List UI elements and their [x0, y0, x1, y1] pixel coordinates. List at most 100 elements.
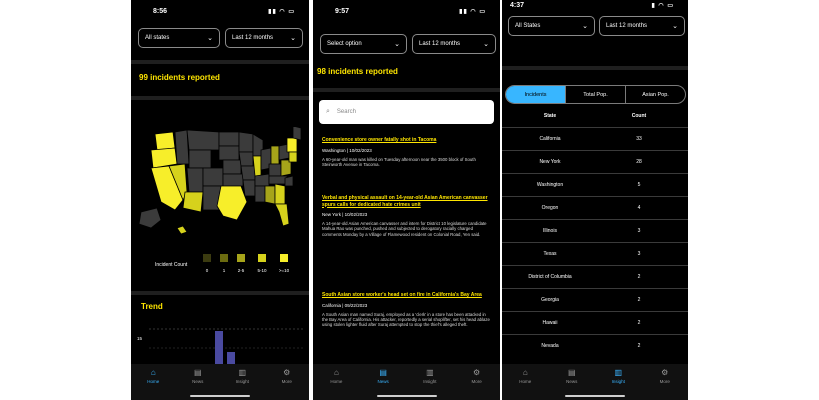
cell-state: Texas	[543, 251, 557, 257]
article-body: A South Asian man named Suraj, employed …	[322, 311, 490, 328]
home-screen: 8:56 ▮▮ ◠ ▭ All states ⌄ Last 12 months …	[131, 0, 309, 400]
bottom-tab-bar: ⌂ Home ▤ News ▥ Insight ⚙ More	[502, 364, 688, 400]
status-bar: 4:37 ▮ ◠ ▭	[502, 2, 688, 12]
tab-home[interactable]: ⌂ Home	[131, 364, 176, 400]
period-filter-value: Last 12 months	[606, 23, 648, 29]
tab-label: Home	[519, 379, 532, 384]
incident-count-heading: 98 incidents reported	[317, 67, 398, 76]
tab-insight[interactable]: ▥ Insight	[407, 364, 454, 400]
tab-home[interactable]: ⌂ Home	[313, 364, 360, 400]
divider	[131, 291, 309, 295]
period-filter-dropdown[interactable]: Last 12 months ⌄	[412, 34, 496, 54]
tab-insight[interactable]: ▥ Insight	[595, 364, 642, 400]
cell-state: Georgia	[541, 297, 559, 303]
segment-asian-population[interactable]: Asian Pop.	[625, 86, 685, 103]
bottom-tab-bar: ⌂ Home ▤ News ▥ Insight ⚙ More	[131, 364, 309, 400]
status-time: 4:37	[510, 2, 525, 9]
status-icons: ▮ ◠ ▭	[651, 3, 674, 9]
article-title-link[interactable]: South Asian store worker's head set on f…	[322, 292, 482, 298]
table-row[interactable]: California 33	[502, 127, 688, 150]
table-header: State Count	[502, 113, 688, 123]
tab-label: Insight	[235, 379, 249, 384]
period-filter-dropdown[interactable]: Last 12 months ⌄	[225, 28, 303, 48]
cell-count: 2	[637, 297, 641, 303]
state-filter-dropdown[interactable]: All states ⌄	[138, 28, 220, 48]
legend-swatch-3	[258, 254, 266, 262]
state-oregon	[150, 147, 178, 169]
table-row[interactable]: New York 28	[502, 150, 688, 173]
search-placeholder: Search	[336, 109, 356, 115]
divider	[502, 66, 688, 70]
legend-swatch-2	[237, 254, 245, 262]
status-time: 8:56	[153, 8, 168, 15]
cell-state: Hawaii	[542, 320, 558, 326]
table-row[interactable]: Texas 3	[502, 242, 688, 265]
bar-chart-icon: ▥	[238, 368, 247, 377]
status-bar: 9:57 ▮▮ ◠ ▭	[313, 8, 500, 18]
legend-label: 2-5	[237, 268, 245, 273]
home-icon: ⌂	[150, 368, 156, 377]
cell-count: 28	[636, 159, 642, 165]
tab-label: More	[659, 379, 670, 384]
state-filter-dropdown[interactable]: All States ⌄	[508, 16, 595, 36]
tab-insight[interactable]: ▥ Insight	[220, 364, 265, 400]
table-row[interactable]: Oregon 4	[502, 196, 688, 219]
y-axis-tick: 15	[137, 336, 143, 341]
legend-swatch-0	[203, 254, 211, 262]
tab-news[interactable]: ▤ News	[176, 364, 221, 400]
legend-swatch-1	[220, 254, 228, 262]
cell-count: 2	[637, 343, 641, 349]
cell-state: Nevada	[541, 343, 559, 349]
table-row[interactable]: Georgia 2	[502, 288, 688, 311]
tab-home[interactable]: ⌂ Home	[502, 364, 549, 400]
table-row[interactable]: Washington 5	[502, 173, 688, 196]
divider	[131, 60, 309, 64]
chevron-down-icon: ⌄	[207, 35, 213, 42]
news-article[interactable]: South Asian store worker's head set on f…	[322, 292, 490, 328]
cell-state: California	[539, 136, 561, 142]
segment-incidents[interactable]: Incidents	[506, 86, 565, 103]
bar-chart-icon: ▥	[614, 368, 623, 377]
article-title-link[interactable]: Convenience store owner fatally shot in …	[322, 137, 437, 143]
chevron-down-icon: ⌄	[394, 41, 400, 48]
cell-count: 2	[637, 320, 641, 326]
trend-title: Trend	[141, 302, 163, 311]
table-row[interactable]: Hawaii 2	[502, 311, 688, 334]
search-input[interactable]: ⌕ Search	[319, 100, 494, 124]
gear-icon: ⚙	[283, 368, 291, 377]
table-row[interactable]: District of Columbia 2	[502, 265, 688, 288]
state-filter-dropdown[interactable]: Select option ⌄	[320, 34, 407, 54]
period-filter-dropdown[interactable]: Last 12 months ⌄	[599, 16, 685, 36]
trend-chart[interactable]: 15	[135, 318, 305, 366]
segment-total-population[interactable]: Total Pop.	[565, 86, 625, 103]
period-filter-value: Last 12 months	[232, 35, 274, 41]
table-row[interactable]: Illinois 3	[502, 219, 688, 242]
news-icon: ▤	[379, 368, 387, 377]
tab-news[interactable]: ▤ News	[549, 364, 596, 400]
article-meta: Washington | 10/02/2023	[322, 147, 372, 153]
article-title-link[interactable]: Verbal and physical assault on 14-year-o…	[322, 195, 488, 208]
home-icon: ⌂	[333, 368, 339, 377]
tab-more[interactable]: ⚙ More	[265, 364, 310, 400]
tab-label: Insight	[611, 379, 625, 384]
cell-count: 4	[637, 205, 641, 211]
gear-icon: ⚙	[473, 368, 481, 377]
state-hawaii	[176, 225, 188, 235]
article-body: A 60-year-old man was killed on Tuesday …	[322, 156, 476, 167]
tab-more[interactable]: ⚙ More	[642, 364, 689, 400]
state-filter-value: All States	[515, 23, 541, 29]
state-arizona	[182, 191, 204, 213]
us-incident-map[interactable]	[137, 120, 303, 238]
gear-icon: ⚙	[661, 368, 669, 377]
legend-label: >=10	[278, 268, 290, 273]
news-article[interactable]: Verbal and physical assault on 14-year-o…	[322, 195, 490, 237]
tab-more[interactable]: ⚙ More	[453, 364, 500, 400]
legend-label: 5-10	[257, 268, 267, 273]
status-time: 9:57	[335, 8, 350, 15]
news-article[interactable]: Convenience store owner fatally shot in …	[322, 137, 490, 167]
metric-segmented-control: Incidents Total Pop. Asian Pop.	[505, 85, 686, 104]
tab-news[interactable]: ▤ News	[360, 364, 407, 400]
state-filter-value: Select option	[327, 41, 362, 47]
tab-label: News	[377, 379, 389, 384]
table-row[interactable]: Nevada 2	[502, 334, 688, 357]
